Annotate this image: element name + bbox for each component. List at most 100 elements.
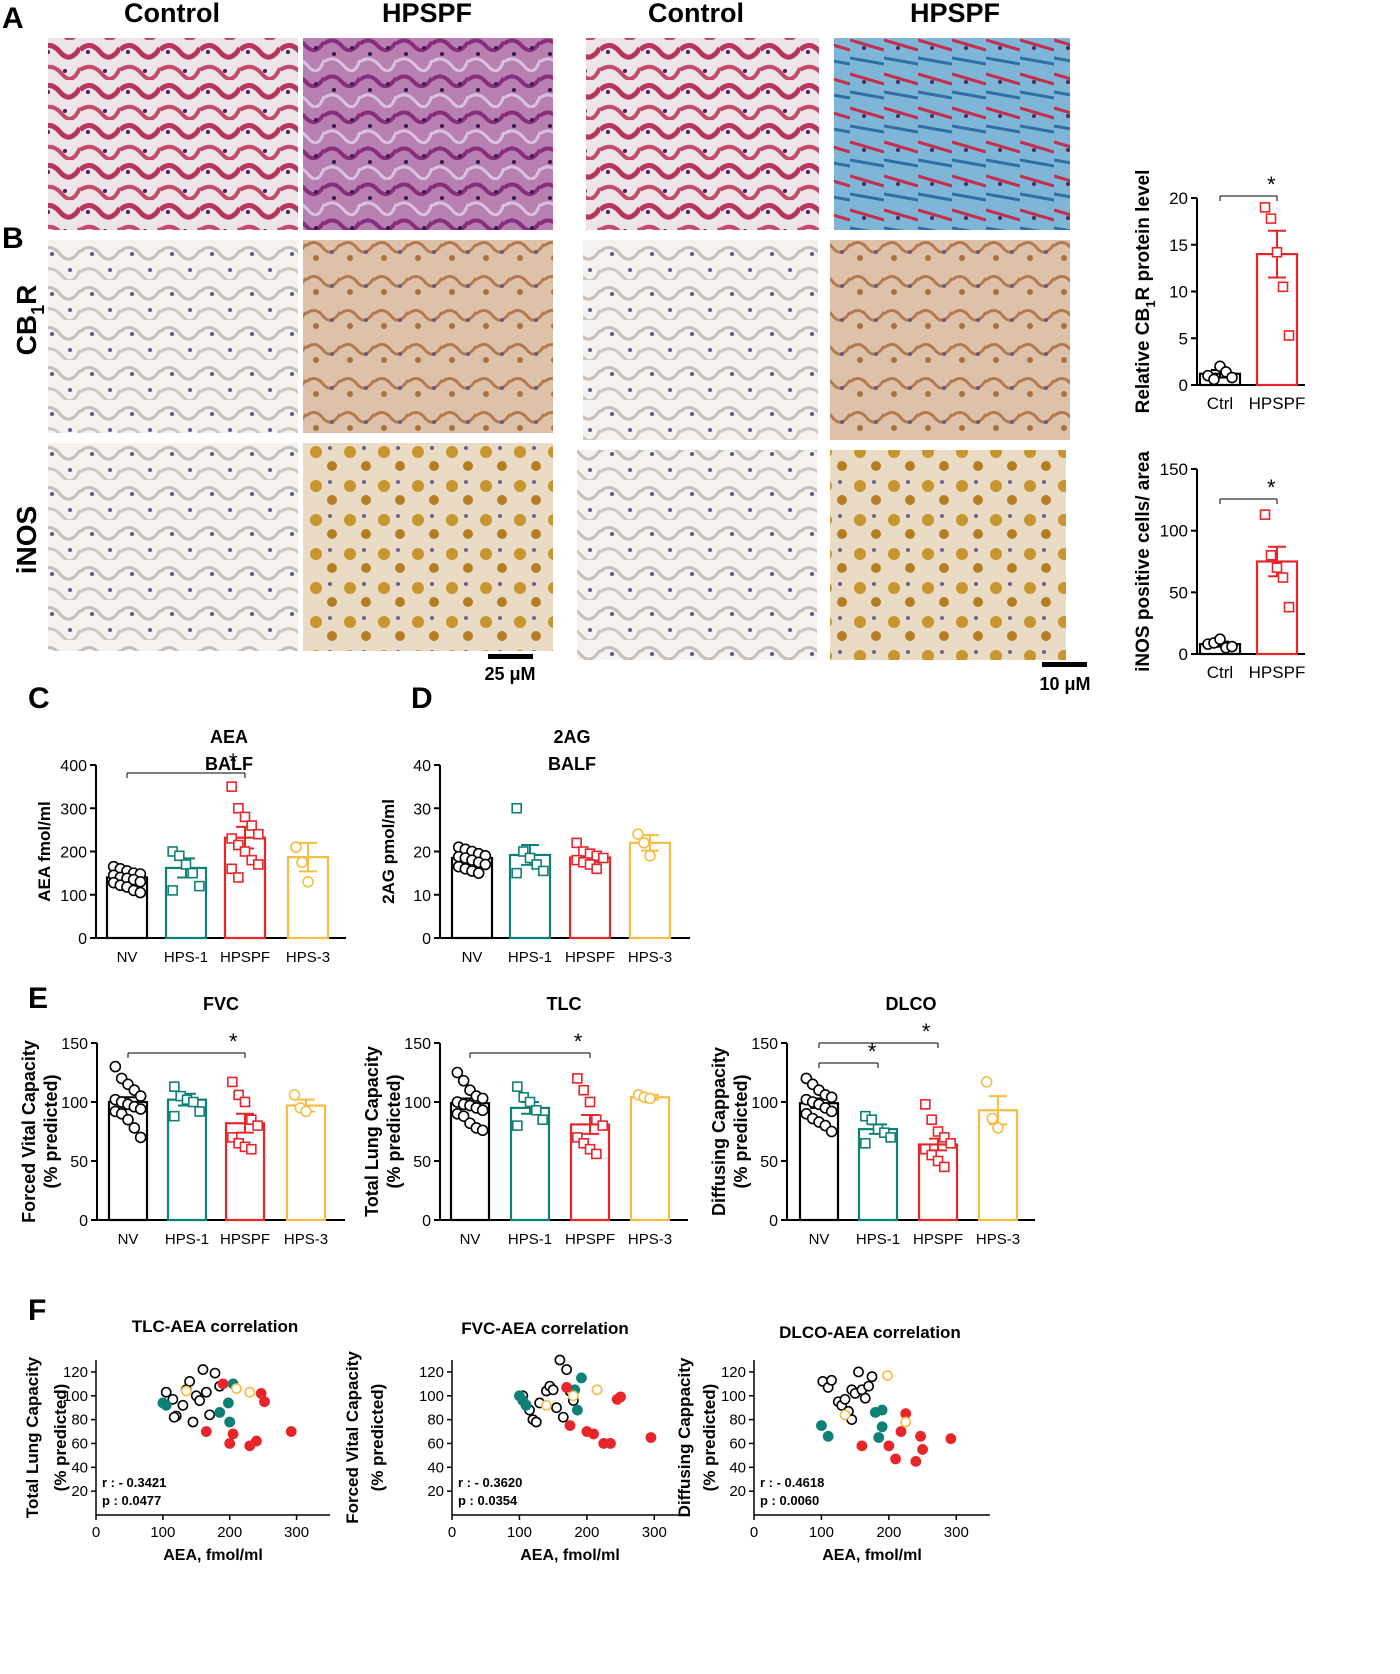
row-label-cb1r: CB1R	[11, 285, 48, 356]
data-point	[472, 867, 485, 879]
chart-title: TLC	[547, 994, 582, 1014]
y-tick-label: 20	[729, 1483, 746, 1500]
data-point-NV	[826, 1374, 837, 1386]
micrograph-a-control-low	[48, 38, 298, 230]
data-point	[174, 850, 185, 862]
micrograph-b-inos-control-high	[577, 450, 817, 660]
data-point-HPSPF	[217, 1378, 229, 1390]
y-axis-label: Diffusing Cappacity	[675, 1357, 694, 1517]
data-point-HPSPF	[200, 1426, 212, 1437]
data-point-HPSPF	[856, 1440, 868, 1452]
chart-cb1r: 0 5 10 15 20 Relative CB1R protein level Ctrl H…	[1133, 170, 1305, 414]
y-tick-label: 20	[71, 1483, 88, 1500]
data-point	[932, 1126, 944, 1137]
data-point-NV	[187, 1416, 199, 1428]
y-axis-label: (% predicted)	[700, 1384, 719, 1492]
data-point	[187, 867, 198, 879]
data-point	[476, 1124, 489, 1137]
y-tick-label: 300	[60, 801, 87, 818]
data-point-NV	[168, 1411, 180, 1423]
y-tick-label: 100	[60, 888, 87, 905]
x-tick-label: HPSPF	[913, 1231, 963, 1248]
data-point	[246, 820, 257, 831]
x-tick-label: NV	[117, 949, 138, 966]
data-point	[571, 837, 582, 849]
y-tick-label: 60	[71, 1435, 88, 1452]
data-point-NV	[561, 1364, 573, 1375]
panel-letter-b: B	[2, 222, 24, 255]
chart-title: FVC-AEA correlation	[461, 1319, 629, 1338]
data-point	[1259, 202, 1271, 213]
x-tick-label: HPS-3	[284, 1231, 328, 1248]
y-tick-label: 50	[70, 1154, 88, 1171]
data-point	[638, 837, 650, 849]
x-tick-label: 200	[876, 1524, 901, 1541]
data-point-HPS-3	[900, 1416, 912, 1428]
correlation-annotation: p : 0.0060	[760, 1493, 819, 1508]
x-tick-label: 300	[642, 1524, 667, 1541]
data-point	[885, 1132, 896, 1143]
data-point	[1283, 330, 1295, 341]
data-point	[992, 1122, 1004, 1134]
y-tick-label: 0	[422, 931, 431, 948]
x-tick-label: 300	[944, 1524, 969, 1541]
data-point	[926, 1149, 937, 1161]
x-tick-label: 100	[507, 1524, 532, 1541]
data-point-HPS-1	[214, 1407, 226, 1418]
data-point-NV	[160, 1386, 172, 1398]
data-point	[644, 850, 656, 862]
data-point	[227, 1132, 238, 1143]
y-axis-label: Forced Vital Capacity	[19, 1040, 39, 1223]
significance-star: *	[922, 1019, 931, 1044]
significance-star: *	[229, 1029, 238, 1054]
data-point	[476, 1092, 489, 1105]
x-tick-label: HPSPF	[220, 1231, 270, 1248]
data-point	[939, 1161, 950, 1173]
chart-title: FVC	[203, 994, 239, 1014]
y-tick-label: 120	[721, 1364, 746, 1381]
data-point	[511, 867, 522, 879]
y-tick-label: 120	[419, 1364, 444, 1381]
y-axis-label: (% predicted)	[41, 1074, 61, 1188]
data-point	[479, 858, 492, 871]
y-tick-label: 20	[427, 1483, 444, 1500]
y-tick-label: 50	[413, 1154, 431, 1171]
x-tick-label: NV	[118, 1231, 139, 1248]
y-tick-label: 80	[71, 1412, 88, 1429]
significance-star: *	[868, 1039, 877, 1064]
data-point-HPS-1	[822, 1430, 834, 1442]
y-tick-label: 10	[413, 888, 431, 905]
y-tick-label: 0	[769, 1213, 778, 1230]
y-tick-label: 60	[427, 1435, 444, 1452]
data-point	[584, 1096, 596, 1108]
y-tick-label: 60	[729, 1435, 746, 1452]
data-point	[134, 886, 147, 899]
chart-title: 2AG	[553, 727, 590, 747]
x-tick-label: 200	[217, 1524, 242, 1541]
micrograph-a-control-high	[586, 38, 819, 230]
x-tick-label: NV	[460, 1231, 481, 1248]
x-tick-label: HPS-1	[508, 949, 552, 966]
data-point	[518, 846, 529, 857]
correlation-annotation: r : - 0.3421	[102, 1475, 166, 1490]
y-tick-label: 40	[427, 1459, 444, 1476]
data-point	[451, 1066, 464, 1079]
data-point	[194, 1106, 205, 1117]
data-point	[939, 1132, 950, 1143]
data-point	[296, 856, 308, 869]
chart-title: TLC-AEA correlation	[132, 1317, 299, 1336]
scale-bar-25	[488, 654, 533, 659]
data-point-HPS-3	[541, 1399, 552, 1411]
data-point	[572, 1073, 583, 1084]
x-tick-label: 100	[150, 1524, 175, 1541]
y-tick-label: 50	[760, 1154, 778, 1171]
y-tick-label: 80	[729, 1412, 746, 1429]
data-point	[1208, 373, 1220, 386]
x-tick-label: HPSPF	[1249, 394, 1306, 413]
data-point	[246, 1114, 257, 1125]
data-point	[986, 1112, 999, 1125]
data-point-HPS-3	[180, 1385, 192, 1397]
data-point	[524, 1096, 536, 1108]
data-point-HPS-3	[591, 1384, 603, 1396]
data-point-NV	[863, 1380, 875, 1392]
